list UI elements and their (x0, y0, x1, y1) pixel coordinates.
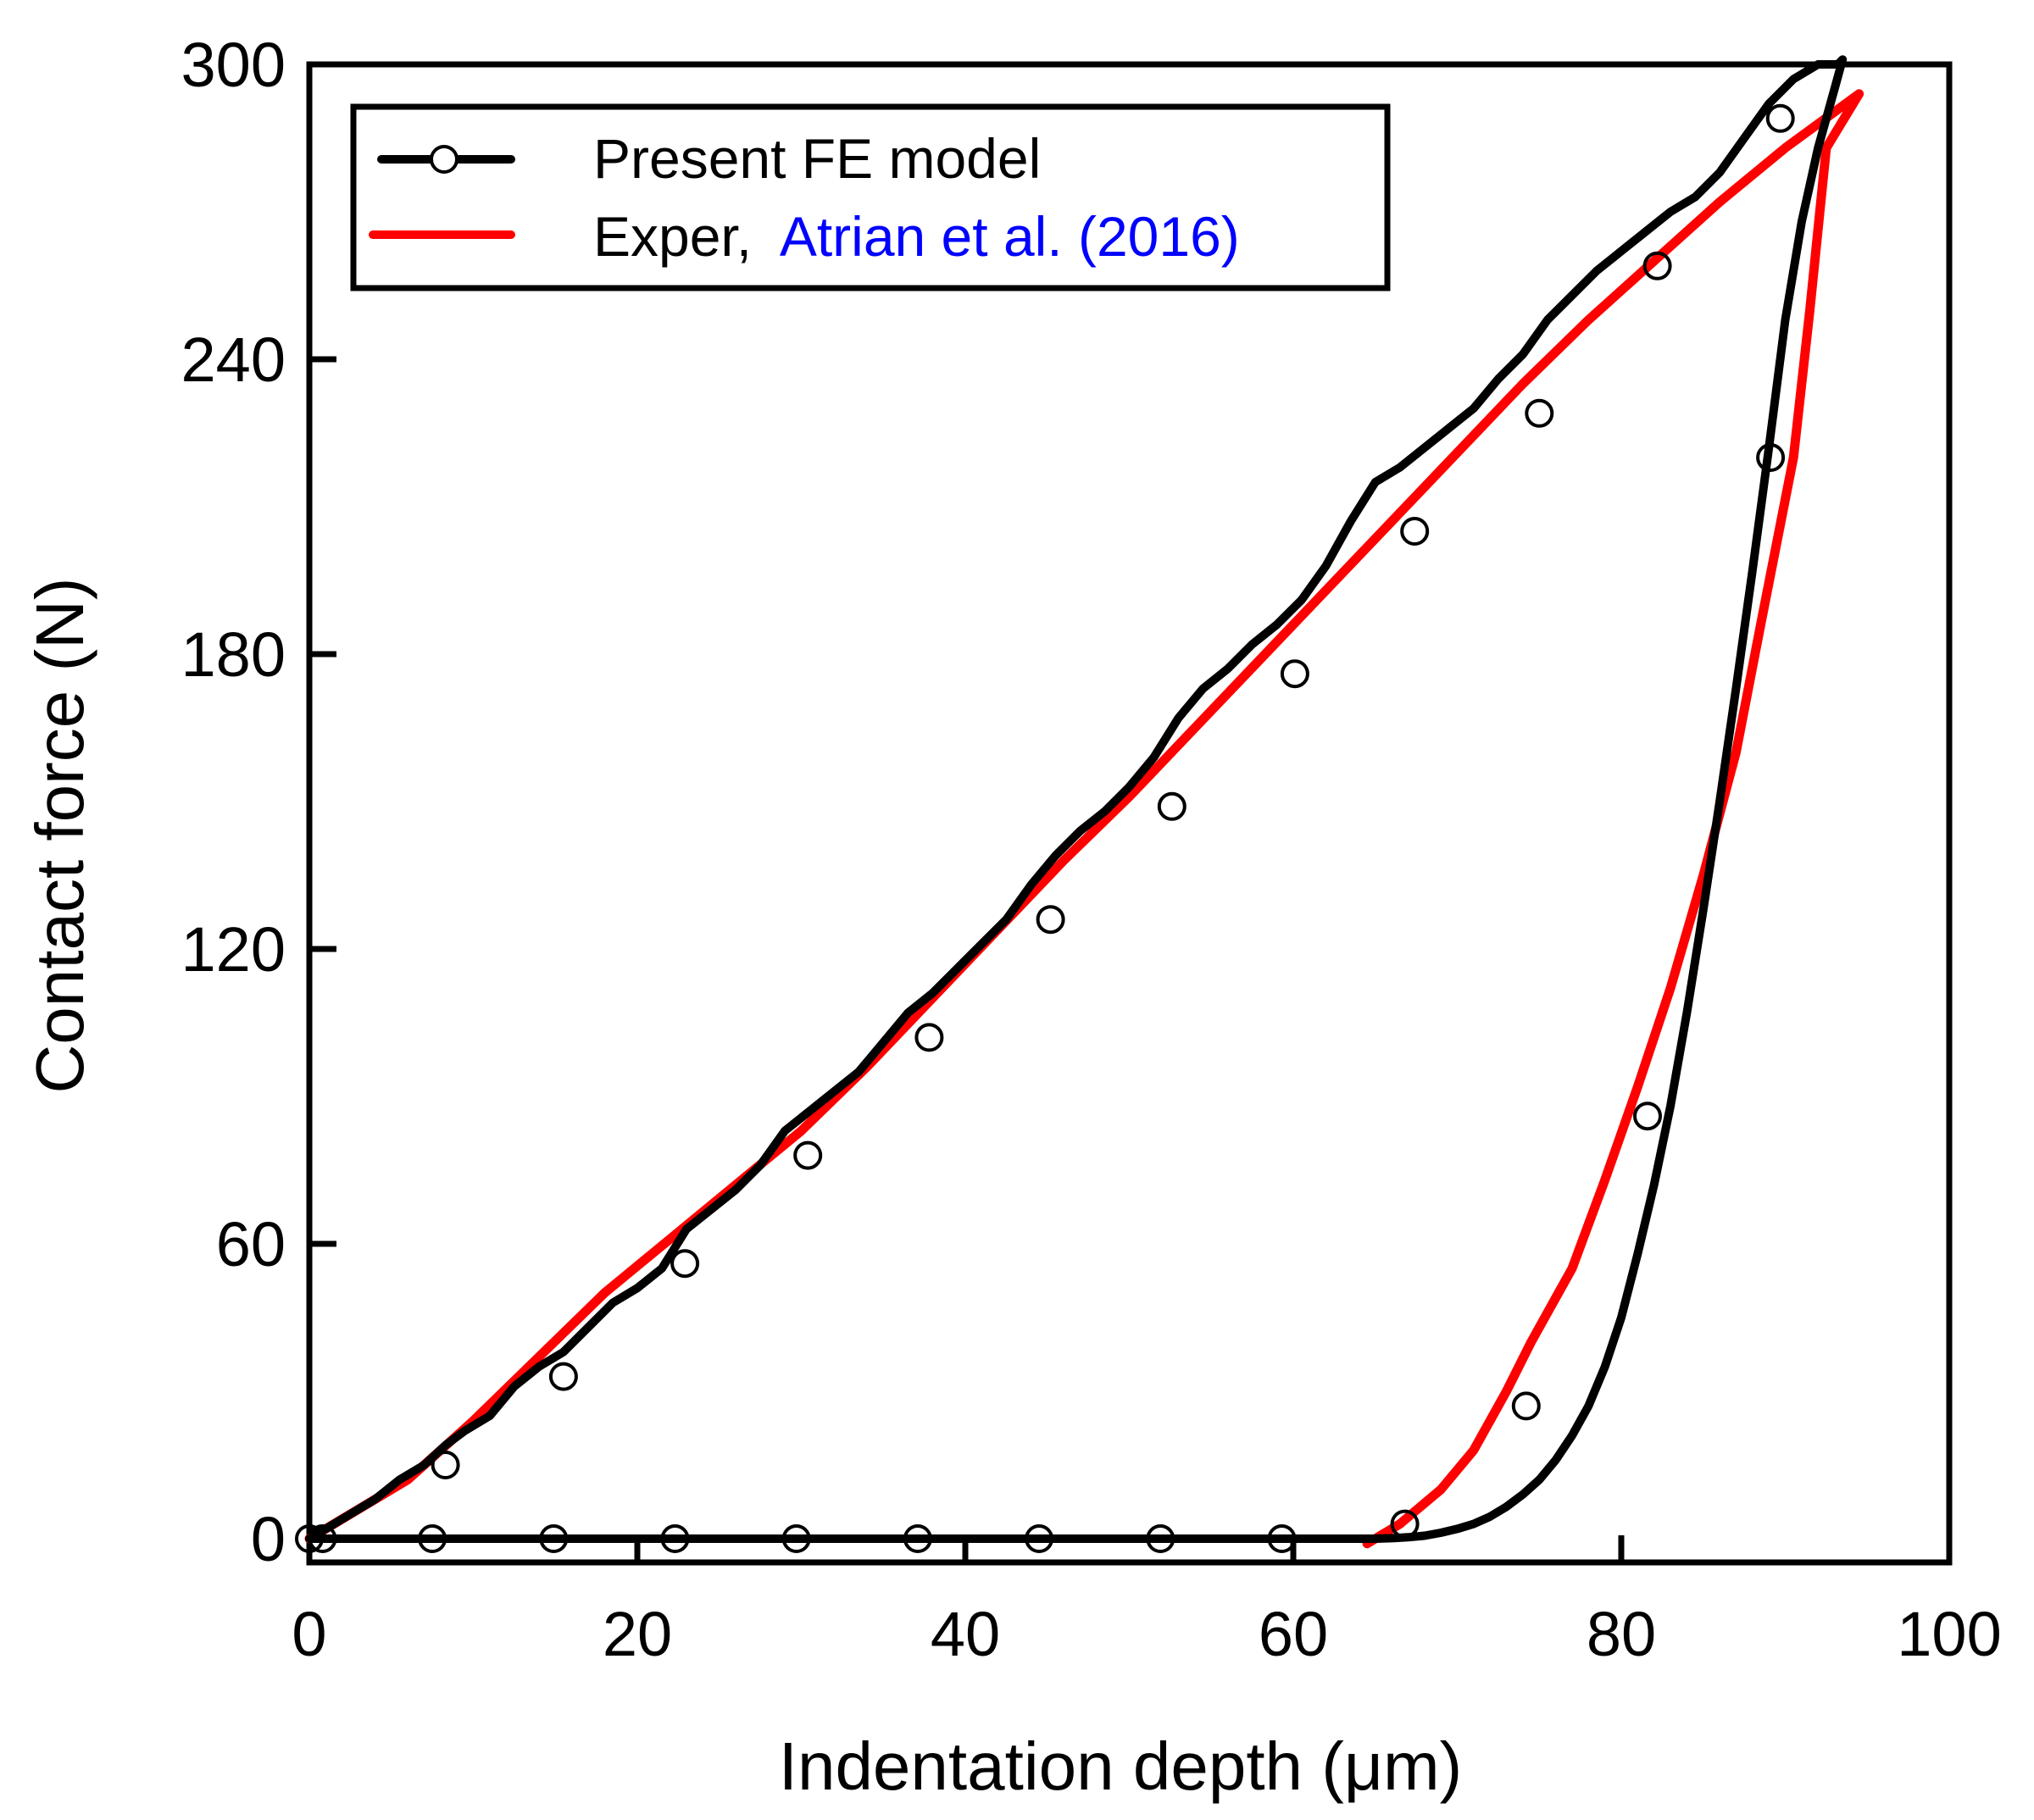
data-point-marker (548, 1362, 578, 1391)
y-tick-label: 240 (181, 325, 286, 395)
data-point-marker (1633, 1101, 1662, 1131)
y-tick-label: 0 (251, 1504, 286, 1574)
legend-model-label: Present FE model (593, 127, 1041, 190)
data-point-marker (1157, 791, 1186, 821)
y-tick-label: 120 (181, 914, 286, 985)
x-tick-label: 20 (603, 1599, 672, 1669)
data-point-marker (660, 1524, 690, 1553)
data-point-marker (1267, 1524, 1297, 1553)
data-point-marker (308, 1524, 337, 1553)
plot-frame (306, 61, 1953, 1566)
data-point-marker (431, 1451, 460, 1479)
legend-exp-prefix: Exper, (593, 205, 752, 268)
y-axis-title: Contact force (N) (22, 577, 97, 1093)
plot-area (306, 61, 1953, 1566)
x-tick-label: 40 (931, 1599, 1000, 1669)
series-line-experiment (304, 89, 1864, 1549)
legend-exp-label: Exper, Atrian et al. (2016) (593, 205, 1240, 268)
y-tick-label: 300 (181, 30, 286, 100)
data-point-marker (295, 1524, 324, 1553)
y-axis-ticks: 0 60 120 180 240 300 (181, 30, 336, 1574)
data-point-marker (914, 1023, 944, 1052)
x-tick-label: 100 (1897, 1599, 2001, 1669)
data-point-marker (1642, 251, 1672, 280)
data-point-marker (539, 1524, 569, 1553)
legend: Present FE model Exper, Atrian et al. (2… (350, 103, 1391, 291)
data-point-marker (1280, 659, 1309, 689)
series-line-fe-model (305, 55, 1848, 1543)
y-tick-label: 180 (181, 619, 286, 690)
x-axis-ticks: 0 20 40 60 80 100 (292, 1535, 2002, 1669)
legend-exp-citation: Atrian et al. (2016) (780, 205, 1240, 268)
data-point-marker (1146, 1524, 1175, 1553)
data-point-marker (1511, 1391, 1541, 1421)
data-point-marker (670, 1249, 700, 1279)
data-point-marker (1400, 517, 1430, 546)
data-point-marker (1525, 398, 1554, 428)
data-point-marker (1390, 1509, 1420, 1539)
data-point-marker (1765, 103, 1795, 133)
legend-box (350, 103, 1391, 291)
data-point-marker (903, 1524, 932, 1553)
data-point-marker (793, 1140, 823, 1170)
data-point-marker (1756, 443, 1786, 472)
data-point-marker (418, 1524, 447, 1553)
legend-model-marker (430, 145, 458, 174)
x-tick-label: 0 (292, 1599, 326, 1669)
data-point-marker (781, 1524, 811, 1553)
y-tick-label: 60 (216, 1209, 286, 1279)
x-tick-label: 80 (1587, 1599, 1656, 1669)
data-point-marker (1025, 1524, 1054, 1553)
x-tick-label: 60 (1259, 1599, 1328, 1669)
x-axis-title: Indentation depth (μm) (779, 1728, 1463, 1804)
series-layer (295, 55, 1864, 1553)
data-point-marker (1036, 905, 1065, 935)
